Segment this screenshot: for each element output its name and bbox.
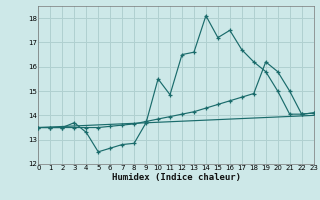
X-axis label: Humidex (Indice chaleur): Humidex (Indice chaleur) bbox=[111, 173, 241, 182]
